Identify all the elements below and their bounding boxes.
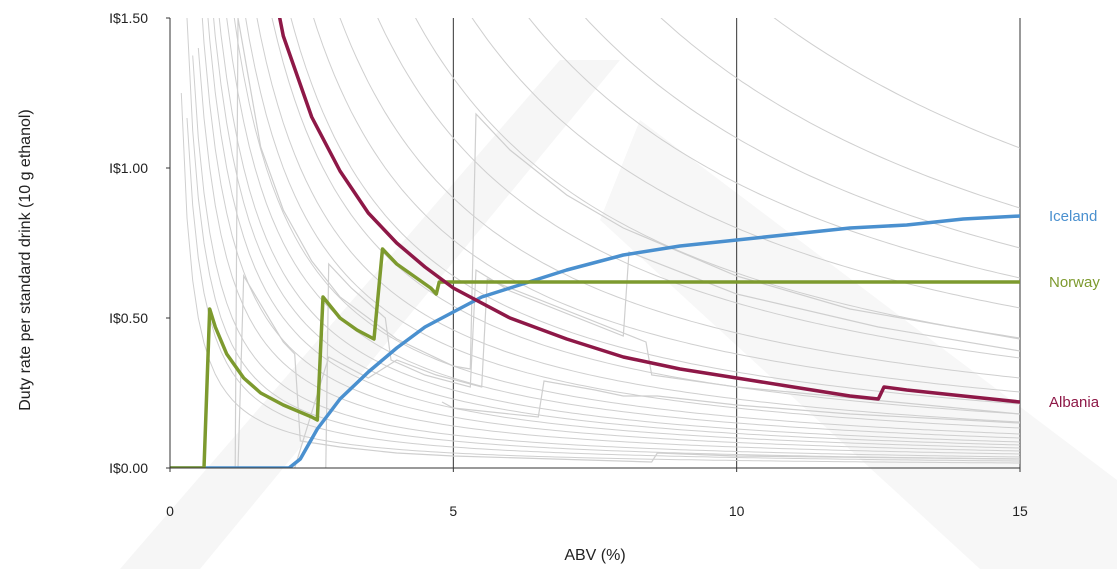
y-tick-label: I$0.50 <box>109 310 148 326</box>
series-labels: Iceland Norway Albania <box>1049 208 1100 411</box>
background-curve <box>528 18 1020 279</box>
background-curve <box>218 18 1020 443</box>
background-curve <box>207 18 1020 449</box>
watermark-shape <box>120 60 620 569</box>
series-label-albania: Albania <box>1049 394 1100 411</box>
background-curve <box>377 18 1020 359</box>
background-curve <box>245 18 1020 429</box>
y-axis-ticks: I$0.00 I$0.50 I$1.00 I$1.50 <box>109 10 170 476</box>
series-line-iceland <box>170 214 1020 468</box>
y-tick-label: I$1.50 <box>109 10 148 26</box>
background-curve <box>213 18 1020 446</box>
series-label-norway: Norway <box>1049 274 1100 291</box>
y-tick-label: I$0.00 <box>109 460 148 476</box>
axes <box>169 18 1020 469</box>
background-stepped-curve <box>325 251 1020 468</box>
series-line-albania <box>277 18 1020 404</box>
y-axis-label: Duty rate per standard drink (10 g ethan… <box>17 109 34 411</box>
background-stepped-curve <box>237 273 1020 468</box>
background-stepped-curve <box>441 380 1020 424</box>
background-curve <box>471 18 1020 309</box>
background-watermark <box>120 60 1117 569</box>
background-curve <box>415 18 1020 339</box>
highlighted-series <box>170 18 1020 468</box>
background-curve <box>233 18 1020 435</box>
background-curve <box>660 18 1020 209</box>
background-stepped-curve <box>170 18 1020 468</box>
x-axis-ticks: 0 5 10 15 <box>166 468 1028 519</box>
background-curve <box>339 18 1020 379</box>
watermark-shape <box>600 120 1117 569</box>
background-curve <box>773 18 1020 149</box>
background-curve <box>584 18 1020 249</box>
vertical-gridlines <box>452 18 1021 468</box>
x-tick-label: 15 <box>1012 503 1028 519</box>
background-curve <box>290 18 1020 405</box>
background-curve <box>271 18 1020 415</box>
series-line-norway <box>170 247 1020 468</box>
x-tick-label: 0 <box>166 503 174 519</box>
background-stepped-curve <box>294 278 1020 468</box>
background-curve <box>256 18 1020 423</box>
background-curve <box>197 47 1020 455</box>
x-axis-label: ABV (%) <box>564 547 625 564</box>
x-tick-label: 10 <box>729 503 745 519</box>
background-curve <box>313 18 1020 393</box>
background-curve <box>180 92 1020 464</box>
y-tick-label: I$1.00 <box>109 160 148 176</box>
series-label-iceland: Iceland <box>1049 208 1097 225</box>
background-curve <box>201 18 1020 452</box>
x-tick-label: 5 <box>449 503 457 519</box>
